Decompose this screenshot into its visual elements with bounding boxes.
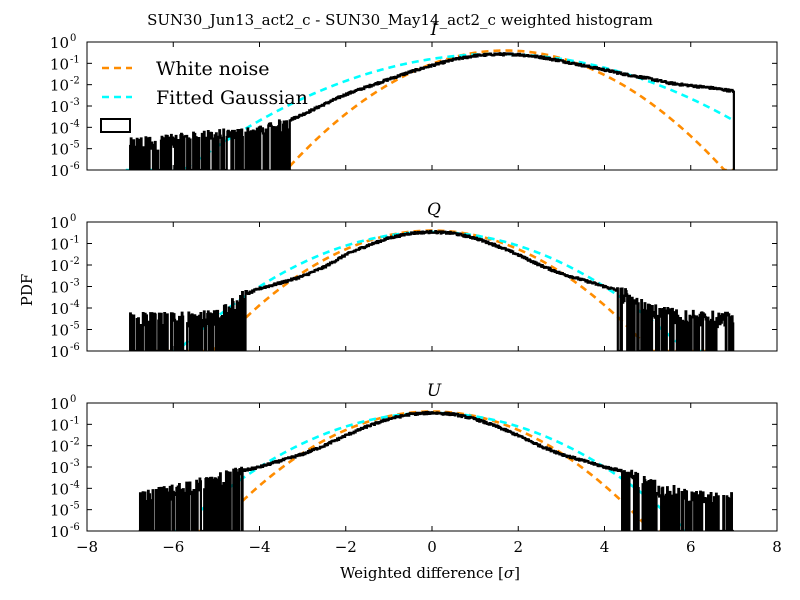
y-tick-exponent: -1: [70, 235, 80, 246]
legend-entry: White noise: [102, 58, 270, 80]
series-white-noise: [194, 410, 670, 531]
x-axis-label-text: Weighted difference [: [340, 564, 504, 582]
y-tick-exponent: -3: [70, 458, 80, 469]
x-tick-label: 8: [772, 538, 782, 556]
series-histogram: [129, 229, 735, 351]
x-axis-label-symbol: σ: [504, 564, 515, 582]
series-white-noise: [288, 49, 734, 170]
y-tick-exponent: -2: [70, 256, 80, 267]
y-tick-exponent: -2: [70, 76, 80, 87]
y-tick-exponent: -6: [70, 161, 80, 172]
y-tick-label: 10: [50, 395, 69, 413]
series-histogram: [138, 410, 734, 531]
x-tick-label: −8: [76, 538, 98, 556]
panel-title: I: [430, 20, 438, 40]
x-tick-label: 4: [600, 538, 610, 556]
y-tick-label: 10: [50, 300, 69, 318]
x-tick-label: −4: [248, 538, 270, 556]
x-tick-label: −6: [162, 538, 184, 556]
y-tick-label: 10: [50, 416, 69, 434]
plot-area: [129, 229, 735, 351]
y-tick-label: 10: [50, 257, 69, 275]
x-axis-label: Weighted difference [σ]: [340, 564, 520, 582]
panel-title: U: [427, 381, 442, 401]
y-tick-exponent: 0: [70, 33, 76, 44]
y-tick-exponent: -5: [70, 501, 80, 512]
y-tick-exponent: -1: [70, 54, 80, 65]
y-tick-label: 10: [50, 502, 69, 520]
x-tick-label: −2: [335, 538, 357, 556]
series-histogram: [129, 52, 735, 170]
plot-area: [125, 49, 735, 170]
y-tick-exponent: 0: [70, 213, 76, 224]
legend-entry: [100, 118, 131, 133]
y-tick-label: 10: [50, 236, 69, 254]
y-tick-label: 10: [50, 214, 69, 232]
y-tick-exponent: -4: [70, 118, 80, 129]
y-tick-exponent: 0: [70, 394, 76, 405]
y-tick-label: 10: [50, 343, 69, 361]
x-axis-label-close: ]: [514, 564, 520, 582]
x-tick-label: 6: [686, 538, 696, 556]
legend: White noise Fitted Gaussian: [100, 58, 308, 133]
x-tick-label: 2: [513, 538, 523, 556]
y-tick-exponent: -3: [70, 278, 80, 289]
y-tick-label: 10: [50, 322, 69, 340]
legend-entry: Fitted Gaussian: [102, 87, 308, 109]
y-tick-exponent: -6: [70, 522, 80, 533]
y-tick-label: 10: [50, 480, 69, 498]
y-tick-label: 10: [50, 279, 69, 297]
y-tick-label: 10: [50, 55, 69, 73]
y-tick-label: 10: [50, 162, 69, 180]
y-tick-label: 10: [50, 523, 69, 541]
x-tick-label: 0: [427, 538, 437, 556]
y-tick-label: 10: [50, 77, 69, 95]
y-tick-label: 10: [50, 34, 69, 52]
y-tick-exponent: -5: [70, 140, 80, 151]
y-tick-label: 10: [50, 141, 69, 159]
y-tick-exponent: -4: [70, 299, 80, 310]
legend-swatch: [100, 118, 131, 133]
y-tick-label: 10: [50, 459, 69, 477]
y-tick-exponent: -3: [70, 97, 80, 108]
y-tick-exponent: -1: [70, 415, 80, 426]
y-axis-label: PDF: [18, 274, 36, 307]
legend-label: White noise: [156, 58, 270, 80]
legend-label: Fitted Gaussian: [156, 87, 308, 109]
y-tick-exponent: -4: [70, 479, 80, 490]
plot-area: [138, 410, 734, 531]
panel-title: Q: [427, 200, 441, 220]
y-tick-label: 10: [50, 98, 69, 116]
y-tick-label: 10: [50, 438, 69, 456]
figure-title: SUN30_Jun13_act2_c - SUN30_May14_act2_c …: [147, 11, 653, 29]
y-tick-exponent: -5: [70, 321, 80, 332]
y-tick-label: 10: [50, 119, 69, 137]
y-tick-exponent: -6: [70, 342, 80, 353]
y-tick-exponent: -2: [70, 437, 80, 448]
